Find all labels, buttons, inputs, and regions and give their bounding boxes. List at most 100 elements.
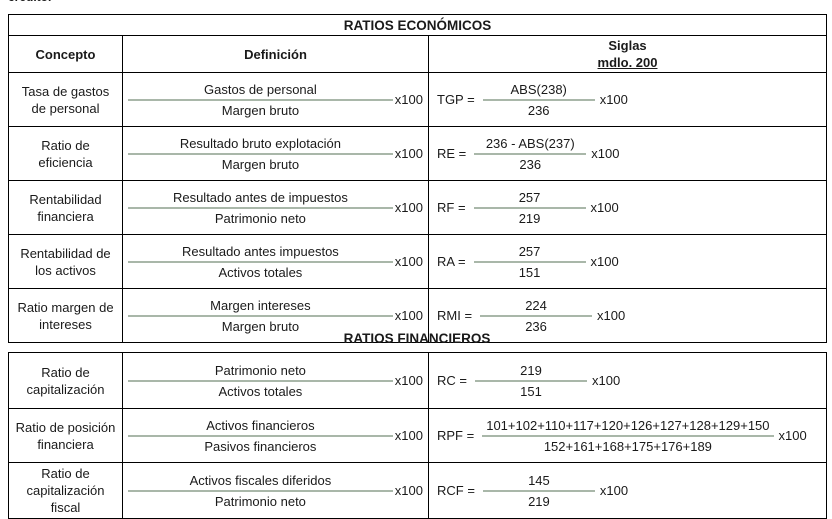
header-siglas: Siglas mdlo. 200 bbox=[427, 35, 828, 73]
siglas-fraction: 219 151 bbox=[474, 362, 587, 400]
times-100-label: x100 bbox=[394, 200, 423, 215]
fin-section-title: RATIOS FINANCIEROS bbox=[343, 331, 491, 346]
fraction-numerator: 101+102+110+117+120+126+127+128+129+150 bbox=[486, 417, 770, 433]
siglas-fraction: 145 219 bbox=[482, 472, 595, 510]
definition-fraction: Activos financieros Pasivos financieros bbox=[128, 417, 393, 455]
table-title-row: RATIOS ECONÓMICOS bbox=[7, 14, 828, 36]
siglas-cell: RC = 219 151 x100 bbox=[428, 352, 827, 409]
fraction-bar bbox=[480, 314, 593, 317]
siglas-prefix: RE = bbox=[437, 146, 467, 161]
siglas-prefix: RF = bbox=[437, 200, 466, 215]
definition-fraction: Patrimonio neto Activos totales bbox=[128, 362, 393, 400]
definition-cell: Activos fiscales diferidos Patrimonio ne… bbox=[122, 462, 429, 519]
siglas-prefix: RA = bbox=[437, 254, 466, 269]
fraction-numerator: 236 - ABS(237) bbox=[485, 135, 575, 151]
siglas-prefix: RPF = bbox=[437, 428, 475, 443]
ratios-economicos-table: RATIOS ECONÓMICOS Concepto Definición Si… bbox=[7, 14, 828, 343]
table-row: Tasa de gastos de personal Gastos de per… bbox=[8, 72, 828, 127]
times-100-label: x100 bbox=[597, 308, 626, 323]
definition-cell: Resultado bruto explotación Margen bruto… bbox=[122, 126, 429, 181]
fraction-numerator: Activos fiscales diferidos bbox=[189, 472, 332, 488]
times-100-label: x100 bbox=[599, 483, 629, 498]
fraction-denominator: Margen bruto bbox=[221, 318, 300, 334]
ratios-financieros-table: Ratio de capitalización Patrimonio neto … bbox=[8, 352, 827, 519]
clipped-top-text: crédito. bbox=[8, 0, 51, 4]
fraction-bar bbox=[473, 260, 586, 263]
fraction-numerator: 224 bbox=[525, 297, 547, 313]
siglas-fraction: ABS(238) 236 bbox=[482, 81, 595, 119]
definition-cell: Activos financieros Pasivos financieros … bbox=[122, 408, 429, 463]
times-100-label: x100 bbox=[591, 373, 621, 388]
fraction-denominator: 219 bbox=[528, 493, 550, 509]
header-siglas-line2: mdlo. 200 bbox=[597, 55, 658, 70]
times-100-label: x100 bbox=[394, 373, 423, 388]
concept-cell: Ratio de eficiencia bbox=[8, 126, 123, 181]
header-siglas-line1: Siglas bbox=[608, 38, 647, 53]
times-100-label: x100 bbox=[778, 428, 807, 443]
header-row: Concepto Definición Siglas mdlo. 200 bbox=[8, 35, 828, 73]
concept-cell: Ratio de capitalización bbox=[8, 352, 123, 409]
siglas-fraction: 101+102+110+117+120+126+127+128+129+150 … bbox=[482, 417, 774, 455]
fraction-bar bbox=[128, 314, 393, 317]
fraction-bar bbox=[128, 489, 393, 492]
table-row: Ratio de capitalización Patrimonio neto … bbox=[8, 352, 827, 409]
concept-cell: Ratio margen de intereses bbox=[8, 288, 123, 343]
fraction-denominator: 151 bbox=[520, 383, 542, 399]
fraction-denominator: 219 bbox=[518, 210, 541, 226]
definition-fraction: Resultado antes impuestos Activos totale… bbox=[128, 243, 393, 281]
fraction-numerator: Resultado antes impuestos bbox=[181, 243, 339, 259]
siglas-cell: RE = 236 - ABS(237) 236 x100 bbox=[427, 126, 828, 181]
times-100-label: x100 bbox=[591, 146, 620, 161]
fraction-bar bbox=[473, 206, 586, 209]
table-row: Ratio de eficiencia Resultado bruto expl… bbox=[8, 126, 828, 181]
fraction-numerator: ABS(238) bbox=[510, 81, 567, 97]
times-100-label: x100 bbox=[590, 200, 619, 215]
fraction-denominator: Margen bruto bbox=[221, 156, 300, 172]
fraction-numerator: Margen intereses bbox=[210, 297, 311, 313]
econ-table-title: RATIOS ECONÓMICOS bbox=[7, 14, 828, 36]
definition-fraction: Gastos de personal Margen bruto bbox=[128, 81, 393, 119]
siglas-prefix: TGP = bbox=[437, 92, 475, 107]
siglas-cell: RA = 257 151 x100 bbox=[427, 234, 828, 289]
fraction-bar bbox=[128, 206, 393, 209]
siglas-cell: TGP = ABS(238) 236 x100 bbox=[427, 72, 828, 127]
siglas-fraction: 257 219 bbox=[473, 189, 586, 227]
fraction-bar bbox=[482, 98, 595, 101]
fraction-denominator: 236 bbox=[527, 102, 550, 118]
fraction-denominator: 236 bbox=[525, 318, 547, 334]
fraction-bar bbox=[128, 152, 393, 155]
siglas-cell: RCF = 145 219 x100 bbox=[428, 462, 827, 519]
fraction-numerator: Resultado bruto explotación bbox=[179, 135, 341, 151]
fraction-bar bbox=[128, 260, 393, 263]
times-100-label: x100 bbox=[394, 146, 423, 161]
siglas-fraction: 257 151 bbox=[473, 243, 586, 281]
definition-cell: Resultado antes de impuestos Patrimonio … bbox=[122, 180, 429, 235]
definition-fraction: Resultado antes de impuestos Patrimonio … bbox=[128, 189, 393, 227]
fraction-numerator: 257 bbox=[518, 243, 541, 259]
siglas-cell: RPF = 101+102+110+117+120+126+127+128+12… bbox=[428, 408, 827, 463]
fraction-denominator: Pasivos financieros bbox=[204, 438, 317, 454]
fraction-numerator: Gastos de personal bbox=[204, 81, 317, 97]
times-100-label: x100 bbox=[394, 92, 423, 107]
fraction-denominator: Activos totales bbox=[218, 264, 303, 280]
definition-cell: Margen intereses Margen bruto x100 bbox=[122, 288, 429, 343]
definition-cell: Gastos de personal Margen bruto x100 bbox=[122, 72, 429, 127]
fraction-denominator: 152+161+168+175+176+189 bbox=[543, 438, 712, 454]
fraction-denominator: Margen bruto bbox=[221, 102, 300, 118]
siglas-cell: RMI = 224 236 x100 bbox=[427, 288, 828, 343]
concept-cell: Ratio de posición financiera bbox=[8, 408, 123, 463]
fraction-denominator: Activos totales bbox=[218, 383, 303, 399]
times-100-label: x100 bbox=[599, 92, 628, 107]
definition-cell: Patrimonio neto Activos totales x100 bbox=[122, 352, 429, 409]
siglas-prefix: RMI = bbox=[437, 308, 473, 323]
definition-fraction: Margen intereses Margen bruto bbox=[128, 297, 393, 335]
table-row: Ratio de posición financiera Activos fin… bbox=[8, 408, 827, 463]
fraction-numerator: Activos financieros bbox=[206, 417, 315, 433]
concept-cell: Ratio de capitalización fiscal bbox=[8, 462, 123, 519]
siglas-fraction: 224 236 bbox=[480, 297, 593, 335]
table-row: Rentabilidad de los activos Resultado an… bbox=[8, 234, 828, 289]
fraction-bar bbox=[474, 379, 587, 382]
fraction-numerator: 145 bbox=[528, 472, 550, 488]
fraction-denominator: Patrimonio neto bbox=[214, 210, 306, 226]
